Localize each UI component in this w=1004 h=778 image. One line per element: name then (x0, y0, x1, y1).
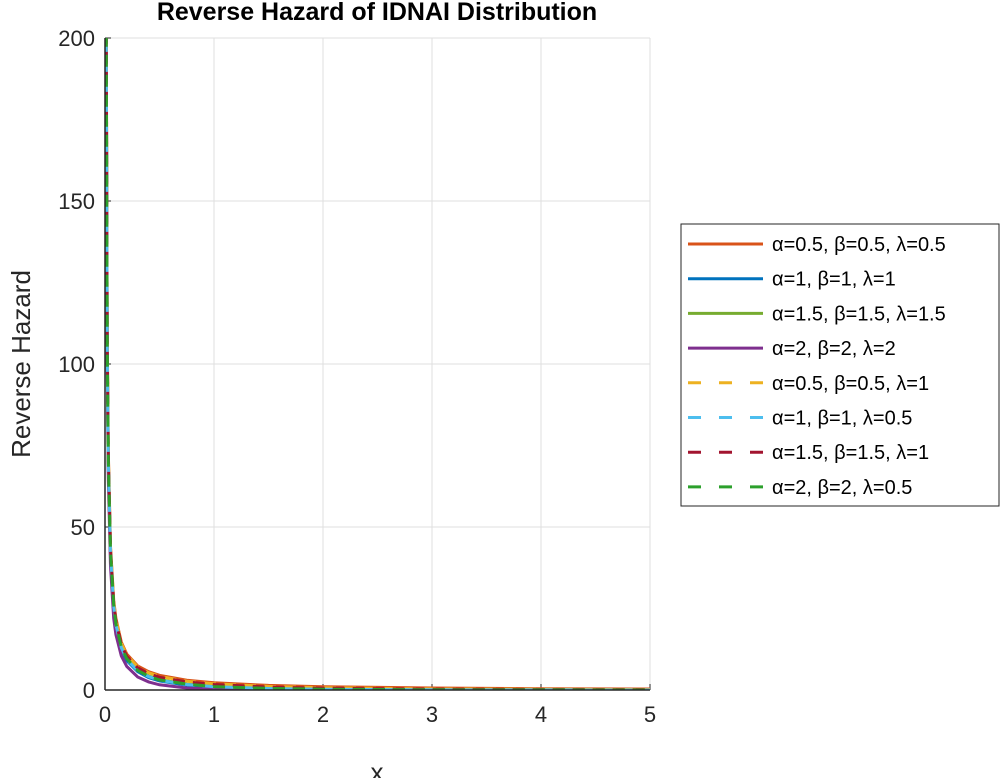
series-line-8 (105, 38, 650, 690)
y-tick-label: 200 (58, 26, 95, 51)
legend: α=0.5, β=0.5, λ=0.5 α=1, β=1, λ=1 α=1.5, β… (680, 223, 1000, 507)
x-tick-label: 0 (99, 702, 111, 727)
x-tick-label: 5 (644, 702, 656, 727)
y-tick-labels: 0 50 100 150 200 (58, 26, 95, 703)
legend-label-2: α=1, β=1, λ=1 (772, 269, 896, 291)
legend-label-3: α=1.5, β=1.5, λ=1.5 (772, 303, 946, 325)
legend-label-5: α=0.5, β=0.5, λ=1 (772, 373, 929, 395)
legend-box (680, 223, 1000, 507)
x-tick-label: 2 (317, 702, 329, 727)
x-tick-label: 1 (208, 702, 220, 727)
legend-label-8: α=2, β=2, λ=0.5 (772, 477, 912, 499)
legend-label-4: α=2, β=2, λ=2 (772, 338, 896, 360)
x-tick-label: 3 (426, 702, 438, 727)
y-tick-label: 0 (83, 678, 95, 703)
chart-title: Reverse Hazard of IDNAI Distribution (157, 0, 597, 26)
x-tick-label: 4 (535, 702, 547, 727)
legend-label-6: α=1, β=1, λ=0.5 (772, 408, 912, 430)
grid-lines (104, 37, 651, 691)
y-axis-label: Reverse Hazard (6, 270, 36, 458)
x-tick-labels: 0 1 2 3 4 5 (99, 702, 656, 727)
x-axis-label: x (371, 757, 384, 778)
legend-label-1: α=0.5, β=0.5, λ=0.5 (772, 234, 946, 256)
y-tick-label: 100 (58, 352, 95, 377)
y-tick-label: 150 (58, 189, 95, 214)
y-tick-label: 50 (71, 515, 95, 540)
legend-label-7: α=1.5, β=1.5, λ=1 (772, 442, 929, 464)
